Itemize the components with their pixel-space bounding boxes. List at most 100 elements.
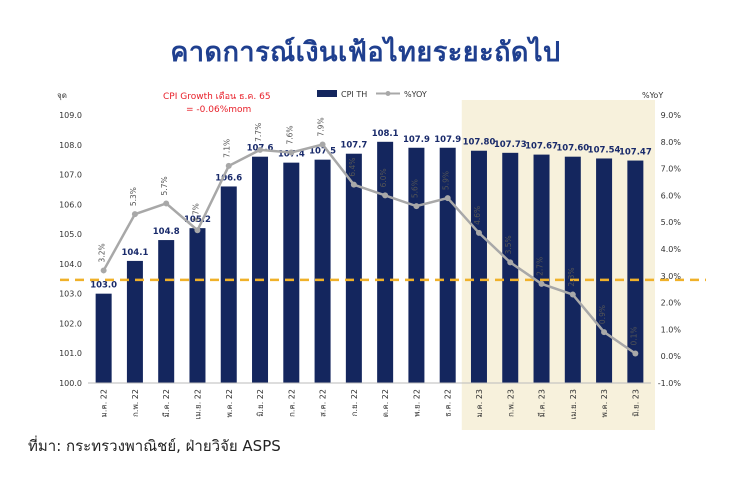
yoy-point-label: 2.3% [567, 267, 576, 286]
left-axis-tick: 100.0 [59, 379, 82, 388]
yoy-point-label: 5.3% [129, 187, 138, 206]
cpi-bar [439, 147, 456, 383]
left-axis-label: จุด [57, 91, 67, 100]
cpi-bar [252, 156, 269, 383]
right-axis-tick: -1.0% [658, 379, 682, 388]
right-axis-tick: 0.0% [661, 352, 682, 361]
yoy-point [475, 229, 482, 236]
x-axis-tick: พ.ค. 23 [600, 389, 609, 417]
yoy-point [194, 227, 201, 234]
cpi-growth-note-line2: = -0.06%mom [186, 105, 251, 115]
cpi-bar-label: 107.9 [434, 135, 461, 145]
cpi-bar-label: 107.60 [556, 144, 589, 154]
yoy-point [288, 149, 295, 156]
x-axis-tick: ส.ค. 22 [319, 389, 328, 417]
x-axis-tick: พ.ย. 22 [412, 389, 421, 417]
cpi-bar [564, 156, 581, 383]
x-axis-tick: ม.ค. 22 [100, 389, 109, 417]
x-axis-tick: มิ.ย. 22 [256, 389, 265, 417]
cpi-bar [95, 293, 112, 383]
right-axis-tick: 2.0% [661, 299, 682, 308]
yoy-point-label: 4.6% [473, 206, 482, 225]
x-axis-tick: ก.พ. 23 [506, 389, 515, 417]
cpi-bar [283, 162, 300, 383]
left-axis-tick: 109.0 [59, 111, 82, 120]
cpi-bar-label: 103.0 [90, 281, 117, 291]
yoy-point-label: 2.7% [536, 257, 545, 276]
yoy-point-label: 7.6% [285, 125, 294, 144]
left-axis-tick: 104.0 [59, 260, 82, 269]
right-axis-tick: 3.0% [661, 272, 682, 281]
forecast-region [461, 100, 655, 430]
right-axis-tick: 5.0% [661, 218, 682, 227]
yoy-point [538, 280, 545, 287]
left-axis-tick: 107.0 [59, 171, 82, 180]
cpi-bar-label: 106.6 [215, 173, 242, 183]
x-axis-tick: เม.ย. 22 [193, 389, 202, 420]
yoy-point [601, 329, 608, 336]
right-axis-tick: 4.0% [661, 245, 682, 254]
right-axis-tick: 8.0% [661, 138, 682, 147]
cpi-bar [158, 240, 175, 383]
cpi-bar [627, 160, 644, 383]
left-axis-tick: 102.0 [59, 319, 82, 328]
yoy-point-label: 5.6% [410, 179, 419, 198]
yoy-point-label: 7.7% [254, 123, 263, 142]
cpi-bar [502, 152, 519, 383]
yoy-point [382, 192, 389, 199]
x-axis-tick: ก.ย. 22 [350, 389, 359, 416]
cpi-bar-label: 104.8 [153, 227, 180, 237]
cpi-bar-label: 107.47 [619, 148, 652, 158]
x-axis-tick: พ.ค. 22 [225, 389, 234, 417]
yoy-point [257, 146, 264, 153]
yoy-point-label: 3.5% [504, 235, 513, 254]
yoy-point-label: 5.7% [160, 176, 169, 195]
yoy-point [632, 350, 639, 357]
left-axis-tick: 108.0 [59, 141, 82, 150]
left-axis-tick: 101.0 [59, 349, 82, 358]
yoy-point-label: 7.9% [317, 117, 326, 136]
yoy-point [319, 141, 326, 148]
cpi-bar-label: 107.67 [525, 142, 558, 152]
cpi-bar-label: 107.5 [309, 147, 336, 157]
legend-swatch-cpi [317, 90, 337, 97]
cpi-bar [345, 153, 362, 383]
right-axis-label: %YoY [642, 91, 663, 100]
cpi-bar [314, 159, 331, 383]
legend-label-cpi: CPI TH [341, 90, 367, 99]
cpi-bar-label: 107.7 [340, 141, 367, 151]
cpi-bar-label: 104.1 [121, 248, 148, 258]
cpi-bar [220, 186, 237, 383]
yoy-line [102, 143, 637, 355]
legend-marker-yoy [385, 91, 391, 96]
cpi-bar [408, 147, 425, 383]
yoy-point [131, 211, 138, 218]
yoy-point [444, 195, 451, 202]
right-axis-tick: 7.0% [661, 165, 682, 174]
x-axis-tick: ม.ค. 23 [475, 389, 484, 417]
yoy-point [100, 267, 107, 274]
cpi-bar [126, 260, 143, 383]
cpi-bar-label: 107.80 [463, 138, 496, 148]
cpi-bar [189, 228, 206, 383]
cpi-bar-label: 105.2 [184, 215, 211, 225]
yoy-point-label: 6.4% [348, 158, 357, 177]
yoy-point-label: 4.7% [191, 203, 200, 222]
cpi-bar [533, 154, 550, 383]
yoy-point [225, 162, 232, 169]
left-axis-tick: 105.0 [59, 230, 82, 239]
x-axis-tick: มี.ค. 22 [162, 389, 171, 417]
yoy-point-label: 6.0% [379, 168, 388, 187]
cpi-bar [470, 150, 487, 383]
x-axis-tick: ธ.ค. 22 [444, 389, 453, 417]
yoy-point [163, 200, 170, 207]
right-axis-tick: 1.0% [661, 325, 682, 334]
yoy-point [569, 291, 576, 298]
x-axis-tick: ก.ค. 22 [287, 389, 296, 417]
source-note: ที่มา: กระทรวงพาณิชย์, ฝ่ายวิจัย ASPS [28, 437, 281, 455]
x-axis-tick: มี.ค. 23 [538, 389, 547, 417]
yoy-point-label: 5.9% [442, 171, 451, 190]
cpi-bar-label: 107.9 [403, 135, 430, 145]
left-axis-tick: 106.0 [59, 200, 82, 209]
